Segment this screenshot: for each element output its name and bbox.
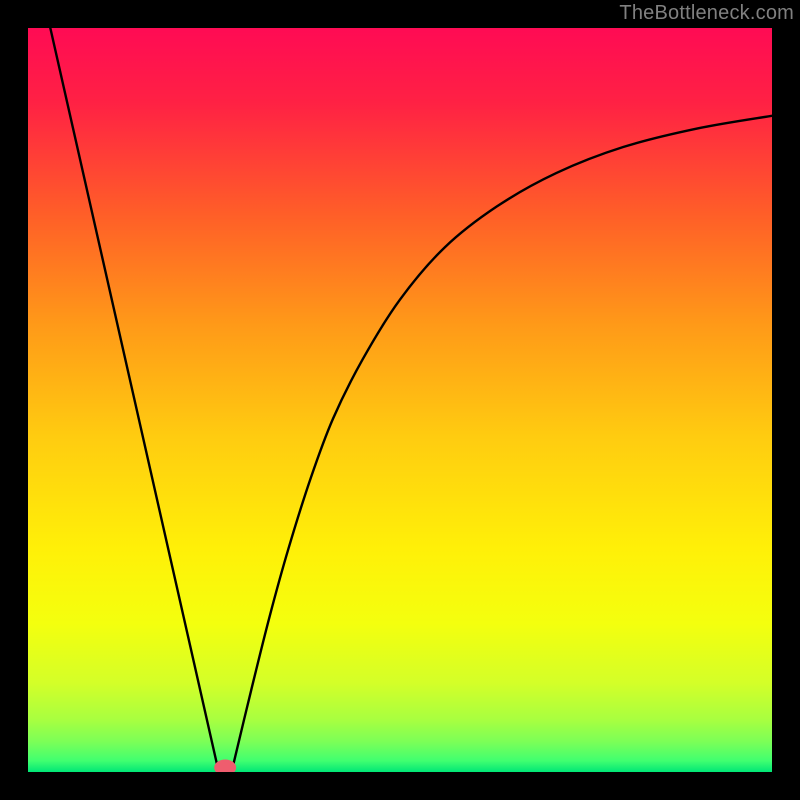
plot-frame xyxy=(28,28,772,772)
chart-canvas: TheBottleneck.com xyxy=(0,0,800,800)
watermark-text: TheBottleneck.com xyxy=(619,2,794,25)
bottleneck-marker xyxy=(28,28,772,772)
